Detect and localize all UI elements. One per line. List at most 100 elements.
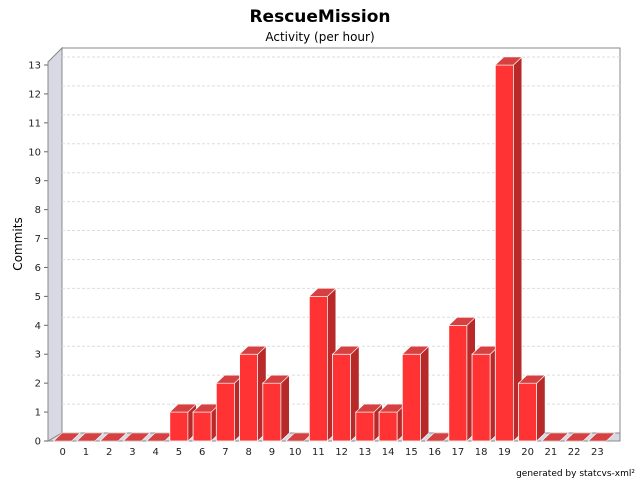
bar-top: [122, 432, 151, 442]
side-wall: [47, 46, 63, 442]
bar: [401, 345, 430, 442]
x-tick-label: 1: [83, 447, 89, 458]
bar-side: [280, 374, 290, 442]
y-tick-label: 6: [35, 263, 41, 274]
x-tick-label: 11: [312, 447, 325, 458]
x-tick-label: 8: [245, 447, 251, 458]
x-tick-label: 16: [428, 447, 441, 458]
bar-top: [169, 403, 198, 413]
x-tick-label: 9: [269, 447, 275, 458]
bar-front: [262, 382, 282, 442]
bar-front: [401, 353, 421, 442]
x-tick-label: 3: [129, 447, 135, 458]
x-tick-label: 0: [59, 447, 65, 458]
x-tick-label: 12: [335, 447, 348, 458]
bar-top: [517, 374, 546, 384]
bar: [169, 403, 198, 442]
bar: [448, 316, 477, 442]
y-tick-label: 1: [35, 408, 41, 419]
bar-side: [420, 345, 430, 442]
bars: [52, 56, 616, 442]
chart-title: RescueMission: [249, 7, 390, 27]
bar-top: [541, 432, 570, 442]
x-tick-label: 20: [521, 447, 534, 458]
bar: [331, 345, 360, 442]
x-tick-label: 15: [405, 447, 418, 458]
chart-subtitle: Activity (per hour): [265, 30, 374, 44]
bar: [76, 432, 105, 442]
bar-top: [76, 432, 105, 442]
bar-top: [401, 345, 430, 355]
credit-text: generated by statcvs-xml²: [516, 469, 635, 479]
x-tick-label: 23: [591, 447, 604, 458]
x-tick-label: 22: [568, 447, 581, 458]
y-tick-label: 7: [35, 234, 41, 245]
bar: [564, 432, 593, 442]
bar-top: [587, 432, 616, 442]
bar: [355, 403, 384, 442]
y-tick-label: 3: [35, 350, 41, 361]
bar-front: [332, 353, 352, 442]
bar-top: [448, 317, 477, 326]
bar-side: [536, 374, 546, 442]
x-tick-label: 13: [359, 447, 372, 458]
bar-top: [238, 345, 267, 355]
y-tick-label: 0: [35, 437, 41, 448]
x-tick-label: 2: [106, 447, 112, 458]
bar-top: [262, 374, 291, 384]
bar-front: [355, 411, 375, 442]
bar-front: [448, 324, 468, 442]
bar-front: [308, 295, 328, 442]
bar: [192, 403, 221, 442]
x-axis-ticks: 0 1 2 3 4 5 6 7 8 9 10 11 12 13 14 15 16 17 18 19 20 21 22 23: [59, 447, 603, 458]
bar: [122, 432, 151, 442]
x-tick-label: 14: [382, 447, 395, 458]
bar: [471, 345, 500, 442]
x-tick-label: 17: [452, 447, 465, 458]
y-tick-label: 4: [35, 321, 41, 332]
bar-top: [331, 345, 360, 355]
x-tick-label: 6: [199, 447, 205, 458]
x-tick-label: 19: [498, 447, 511, 458]
bar: [215, 374, 244, 442]
bar: [238, 345, 267, 442]
bar: [308, 287, 337, 442]
bar: [541, 432, 570, 442]
y-tick-label: 8: [35, 205, 41, 216]
bar: [52, 432, 81, 442]
bar-top: [564, 432, 593, 442]
bar-top: [355, 403, 384, 413]
bar-front: [239, 353, 259, 442]
bar-front: [494, 64, 514, 442]
y-tick-label: 11: [28, 118, 41, 129]
y-tick-label: 12: [28, 89, 41, 100]
bar-front: [518, 382, 538, 442]
x-tick-label: 18: [475, 447, 488, 458]
bar-top: [52, 432, 81, 442]
y-tick-label: 10: [28, 147, 41, 158]
x-tick-label: 5: [176, 447, 182, 458]
x-tick-label: 7: [222, 447, 228, 458]
bar-top: [308, 288, 337, 297]
bar-front: [471, 353, 491, 442]
bar-front: [192, 411, 212, 442]
bar-top: [494, 56, 523, 66]
x-tick-label: 21: [545, 447, 558, 458]
bar: [378, 403, 407, 442]
bar-front: [215, 382, 235, 442]
bar: [494, 56, 523, 442]
bar-top: [99, 432, 128, 442]
bar-front: [378, 411, 398, 442]
y-tick-label: 9: [35, 176, 41, 187]
bar-front: [169, 411, 189, 442]
y-tick-label: 2: [35, 379, 41, 390]
x-tick-label: 4: [152, 447, 158, 458]
bar: [517, 374, 546, 442]
x-tick-label: 10: [289, 447, 302, 458]
bar: [262, 374, 291, 442]
y-axis-label: Commits: [11, 217, 25, 270]
y-tick-label: 13: [28, 61, 41, 72]
bar: [587, 432, 616, 442]
y-tick-label: 5: [35, 292, 41, 303]
